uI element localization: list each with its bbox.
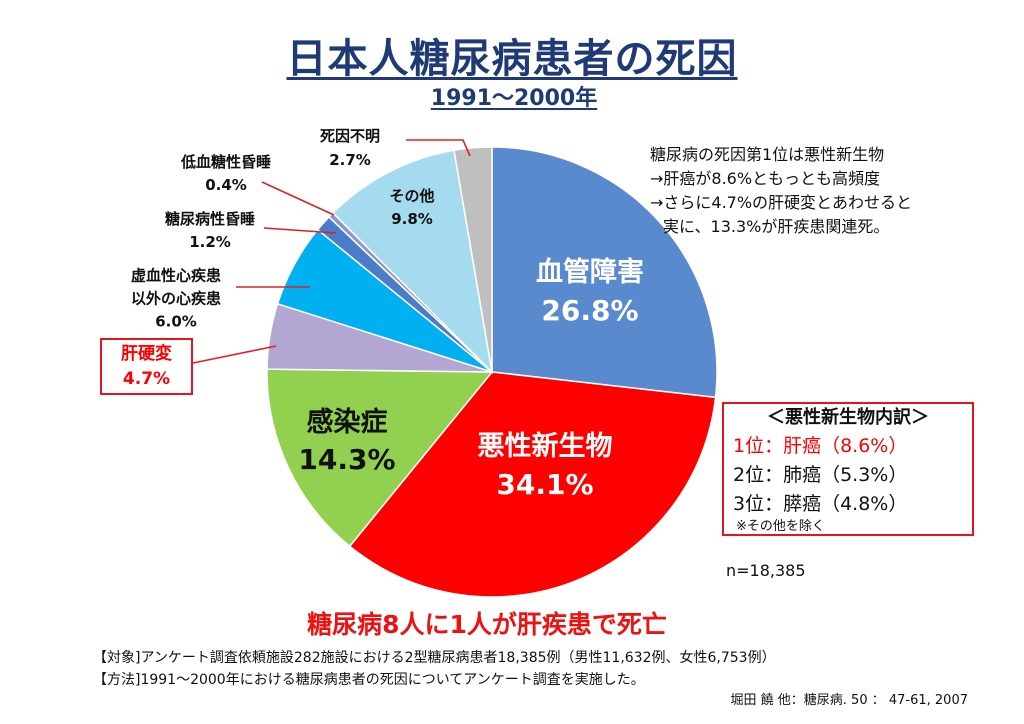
slice-label: 低血糖性昏睡 [180, 153, 272, 171]
slice-value: 1.2% [189, 233, 231, 251]
data-label-unknown-cause: 死因不明 2.7% [320, 124, 380, 172]
breakdown-item: 2位：肺癌（5.3%） [733, 464, 908, 486]
page-subtitle: 1991～2000年 [430, 86, 598, 111]
slice-value: 4.7% [122, 369, 171, 389]
slice-label: 血管障害 [536, 257, 644, 288]
slice-value: 34.1% [496, 468, 594, 501]
data-label-hypoglycemic-coma: 低血糖性昏睡 0.4% [181, 151, 271, 197]
pie-slice-malignant-neoplasm [348, 371, 717, 598]
breakdown-title: ＜悪性新生物内訳＞ [767, 407, 929, 428]
slice-label: 肝硬変 [121, 344, 172, 364]
annotation-text: 糖尿病の死因第1位は悪性新生物 →肝癌が8.6%ともっとも高頻度 →さらに4.7… [650, 143, 912, 239]
annotation-line: →肝癌が8.6%ともっとも高頻度 [650, 169, 881, 188]
slice-label: 悪性新生物 [477, 431, 613, 462]
slice-label: 感染症 [306, 407, 388, 438]
slice-label: 糖尿病性昏睡 [164, 210, 256, 228]
leader-line-liver-cirrhosis [192, 345, 277, 364]
citation: 堀田 饒 他：糖尿病. 50 ： 47-61, 2007 [730, 693, 968, 708]
slice-label: 死因不明 [319, 127, 381, 145]
footnotes: 【対象]アンケート調査依頼施設282施設における2型糖尿病患者18,385例（男… [93, 647, 776, 691]
slice-label: その他 [389, 187, 435, 205]
slice-value: 2.7% [329, 151, 371, 169]
data-label-vascular-disorder: 血管障害 26.8% [536, 254, 644, 330]
sample-size: n=18,385 [726, 561, 806, 580]
data-label-infection: 感染症 14.3% [298, 404, 395, 478]
pie-slice-vascular-disorder [491, 146, 718, 399]
data-label-other-heart-disease: 虚血性心疾患 以外の心疾患 6.0% [131, 265, 221, 334]
annotation-line: 実に、13.3%が肝疾患関連死。 [663, 217, 890, 236]
breakdown-list: 1位：肝癌（8.6%） 2位：肺癌（5.3%） 3位：膵癌（4.8%） [724, 432, 972, 519]
leader-line-diabetic-coma [263, 227, 337, 234]
data-label-other: その他 9.8% [389, 185, 434, 231]
malignant-breakdown-box: ＜悪性新生物内訳＞ 1位：肝癌（8.6%） 2位：肺癌（5.3%） 3位：膵癌（… [722, 402, 974, 536]
slice-value: 6.0% [155, 312, 197, 331]
slice-value: 0.4% [205, 176, 247, 194]
pie-slice-infection [266, 368, 494, 548]
leader-line-hypoglycemic-coma [261, 181, 335, 216]
footnote-subjects: 【対象]アンケート調査依頼施設282施設における2型糖尿病患者18,385例（男… [93, 650, 776, 666]
data-label-malignant-neoplasm: 悪性新生物 34.1% [478, 428, 613, 504]
leader-line-unknown-cause [406, 139, 471, 157]
breakdown-note: ※その他を除く [736, 519, 825, 534]
slice-value: 26.8% [541, 294, 639, 327]
breakdown-item: 3位：膵癌（4.8%） [733, 493, 908, 515]
pie-slice-unknown-cause [453, 146, 493, 373]
data-label-liver-cirrhosis: 肝硬変 4.7% [100, 338, 193, 395]
footnote-method: 【方法]1991～2000年における糖尿病患者の死因についてアンケート調査を実施… [93, 672, 645, 688]
pie-slices [266, 146, 718, 598]
leader-lines [192, 139, 471, 364]
pie-slice-other [331, 149, 494, 375]
annotation-line: 糖尿病の死因第1位は悪性新生物 [650, 145, 885, 164]
slice-value: 9.8% [391, 210, 433, 228]
data-label-diabetic-coma: 糖尿病性昏睡 1.2% [165, 208, 255, 254]
page-title: 日本人糖尿病患者の死因 [286, 36, 738, 82]
slice-label: 虚血性心疾患 以外の心疾患 [130, 266, 222, 308]
breakdown-item: 1位：肝癌（8.6%） [733, 435, 908, 457]
annotation-line: →さらに4.7%の肝硬変とあわせると [650, 193, 913, 212]
conclusion-headline: 糖尿病8人に1人が肝疾患で死亡 [307, 610, 667, 639]
slice-value: 14.3% [298, 443, 396, 476]
